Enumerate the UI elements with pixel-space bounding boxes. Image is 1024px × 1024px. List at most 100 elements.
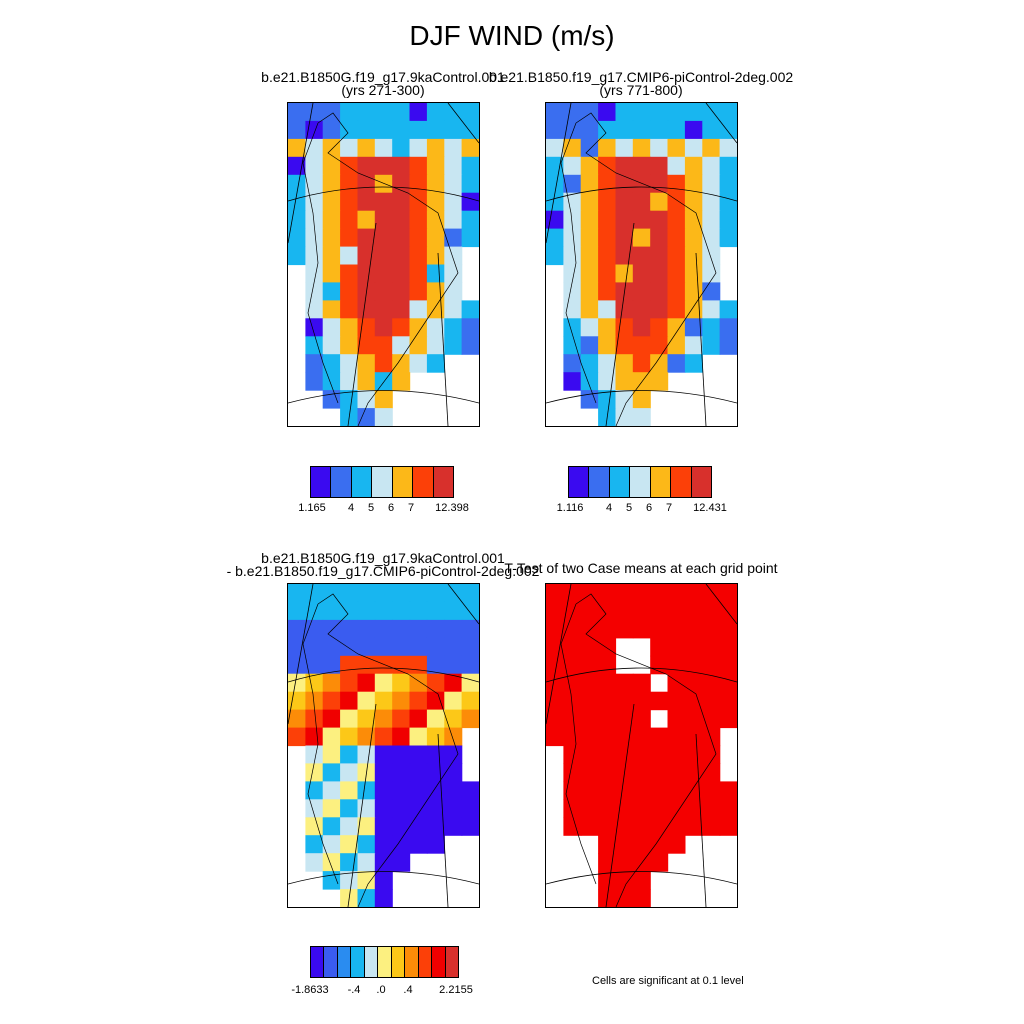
case2-colorbar-swatch bbox=[609, 467, 631, 497]
case1-grid-cell bbox=[374, 210, 393, 230]
case2-grid-cell bbox=[563, 300, 582, 319]
diff-grid-cell bbox=[322, 853, 341, 872]
case1-grid-cell bbox=[392, 138, 411, 158]
case2-grid-cell bbox=[632, 390, 651, 409]
case2-grid-cell bbox=[702, 228, 721, 248]
case2-grid-cell bbox=[667, 174, 686, 194]
case1-grid-cell bbox=[305, 228, 324, 248]
case2-grid-cell bbox=[719, 228, 737, 248]
ttest-grid-cell bbox=[580, 763, 599, 782]
case1-grid-cell bbox=[322, 192, 341, 212]
case1-grid-cell bbox=[340, 246, 359, 266]
case2-grid-cell bbox=[615, 228, 634, 248]
case2-grid-cell bbox=[598, 354, 617, 373]
case1-grid-cell bbox=[409, 103, 428, 122]
ttest-grid-cell bbox=[650, 763, 669, 782]
case1-grid-cell bbox=[322, 228, 341, 248]
case1-grid-cell bbox=[444, 156, 463, 176]
case1-grid-cell bbox=[461, 174, 479, 194]
case2-grid-cell bbox=[702, 120, 721, 140]
ttest-grid-cell bbox=[598, 781, 617, 800]
case2-grid-cell bbox=[702, 318, 721, 337]
case1-grid-cell bbox=[392, 354, 411, 373]
case1-grid-cell bbox=[409, 354, 428, 373]
diff-grid-cell bbox=[305, 655, 324, 675]
ttest-grid-cell bbox=[719, 584, 737, 603]
case2-grid-cell bbox=[719, 210, 737, 230]
ttest-title: T-Test of two Case means at each grid po… bbox=[504, 560, 778, 576]
case1-grid-cell bbox=[374, 156, 393, 176]
diff-grid-cell bbox=[288, 601, 306, 621]
diff-grid-cell bbox=[305, 817, 324, 836]
ttest-grid-cell bbox=[598, 709, 617, 729]
case1-grid-cell bbox=[409, 210, 428, 230]
ttest-grid-cell bbox=[598, 727, 617, 747]
case2-grid-cell bbox=[719, 318, 737, 337]
case2-grid-cell bbox=[615, 336, 634, 355]
case1-grid-cell bbox=[340, 192, 359, 212]
case2-grid-cell bbox=[702, 282, 721, 301]
diff-grid-cell bbox=[305, 601, 324, 621]
case1-grid-cell bbox=[392, 228, 411, 248]
ttest-grid-cell bbox=[684, 799, 703, 818]
ttest-grid-cell bbox=[598, 691, 617, 711]
case1-grid-cell bbox=[374, 390, 393, 409]
case1-map bbox=[288, 103, 479, 426]
diff-colorbar-swatch bbox=[405, 947, 419, 977]
diff-colorbar-swatch bbox=[418, 947, 433, 977]
ttest-grid-cell bbox=[719, 673, 737, 693]
case1-grid-cell bbox=[392, 318, 411, 337]
case2-grid-cell bbox=[702, 246, 721, 266]
case2-grid-cell bbox=[650, 372, 669, 391]
case2-grid-cell bbox=[580, 372, 599, 391]
ttest-grid-cell bbox=[580, 781, 599, 800]
case1-grid-cell bbox=[288, 228, 306, 248]
diff-grid-cell bbox=[444, 745, 463, 764]
case1-grid-cell bbox=[461, 336, 479, 355]
case2-grid-cell bbox=[667, 300, 686, 319]
diff-grid-cell bbox=[322, 584, 341, 603]
case1-grid-cell bbox=[305, 156, 324, 176]
diff-grid-cell bbox=[392, 619, 411, 639]
diff-grid-cell bbox=[409, 637, 428, 657]
ttest-grid-cell bbox=[580, 817, 599, 836]
ttest-grid-cell bbox=[684, 745, 703, 764]
case1-grid-cell bbox=[374, 282, 393, 301]
case1-grid-cell bbox=[322, 300, 341, 319]
ttest-grid-cell bbox=[580, 584, 599, 603]
case1-grid-cell bbox=[288, 120, 306, 140]
case1-grid-cell bbox=[357, 408, 376, 426]
diff-grid-cell bbox=[392, 763, 411, 782]
diff-grid-cell bbox=[322, 637, 341, 657]
case2-grid-cell bbox=[667, 264, 686, 283]
diff-grid-cell bbox=[374, 619, 393, 639]
ttest-grid-cell bbox=[702, 637, 721, 657]
diff-grid-cell bbox=[374, 835, 393, 854]
case2-grid-cell bbox=[598, 390, 617, 409]
ttest-grid-cell bbox=[563, 799, 582, 818]
ttest-grid-cell bbox=[615, 727, 634, 747]
case1-grid-cell bbox=[426, 246, 445, 266]
diff-grid-cell bbox=[461, 817, 479, 836]
case2-grid-cell bbox=[580, 156, 599, 176]
diff-grid-cell bbox=[461, 673, 479, 693]
case1-grid-cell bbox=[305, 264, 324, 283]
case1-grid-cell bbox=[426, 318, 445, 337]
diff-grid-cell bbox=[374, 601, 393, 621]
case1-grid-cell bbox=[357, 228, 376, 248]
case2-grid-cell bbox=[598, 192, 617, 212]
ttest-grid-cell bbox=[546, 673, 564, 693]
case1-grid-cell bbox=[305, 336, 324, 355]
case2-grid-cell bbox=[615, 408, 634, 426]
case1-grid-cell bbox=[392, 103, 411, 122]
diff-grid-cell bbox=[444, 619, 463, 639]
diff-grid-cell bbox=[357, 673, 376, 693]
case2-grid-cell bbox=[598, 300, 617, 319]
case1-grid-cell bbox=[340, 282, 359, 301]
case1-map-panel bbox=[287, 102, 480, 427]
case2-grid-cell bbox=[702, 336, 721, 355]
diff-grid-cell bbox=[340, 817, 359, 836]
ttest-grid-cell bbox=[684, 673, 703, 693]
case2-grid-cell bbox=[650, 336, 669, 355]
diff-grid-cell bbox=[340, 655, 359, 675]
